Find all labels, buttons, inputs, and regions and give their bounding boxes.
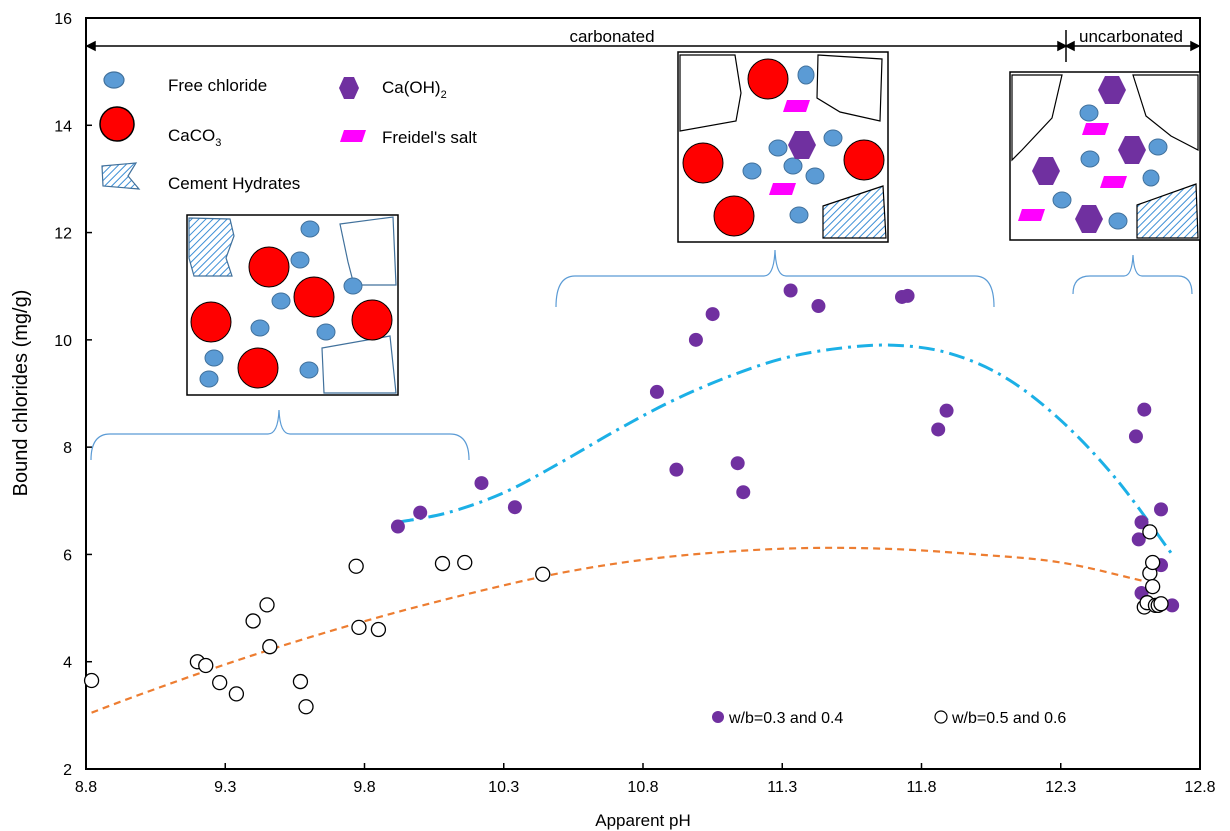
inset-carbonated bbox=[555, 51, 995, 308]
x-tick-label: 11.8 bbox=[907, 779, 937, 796]
series-legend: w/b=0.3 and 0.4 w/b=0.5 and 0.6 bbox=[712, 710, 1066, 727]
series-2-point bbox=[1142, 524, 1158, 540]
series-2-point bbox=[292, 673, 309, 690]
series-1-point bbox=[1154, 502, 1169, 517]
series-1-point bbox=[705, 307, 720, 322]
series-1-point bbox=[1134, 515, 1149, 530]
x-axis: 8.8 9.3 9.8 10.3 10.8 11.3 11.8 12.3 12.8 bbox=[75, 763, 1216, 796]
legend-label-series-1: w/b=0.3 and 0.4 bbox=[728, 710, 843, 727]
y-tick-label: 16 bbox=[54, 11, 72, 28]
series-2-point bbox=[348, 558, 364, 574]
free-chloride-legend-icon bbox=[103, 71, 125, 89]
x-tick-label: 12.3 bbox=[1045, 779, 1076, 796]
x-tick-label: 11.3 bbox=[767, 779, 797, 796]
cement-hydrates-legend-icon bbox=[101, 162, 141, 190]
series-2-point bbox=[83, 672, 100, 689]
trendlines bbox=[91, 343, 1174, 714]
series-1-point bbox=[900, 288, 915, 303]
data-points bbox=[83, 283, 1180, 715]
series-2-point bbox=[351, 619, 367, 636]
series-1-point bbox=[931, 422, 946, 437]
caco3-legend-label: CaCO3 bbox=[168, 126, 221, 149]
series-2-point bbox=[1153, 596, 1169, 612]
schematic-legend: Free chloride CaCO3 Cement Hydrates Ca(O… bbox=[99, 71, 477, 193]
friedels-salt-legend-icon bbox=[340, 130, 366, 142]
inset-low-ph bbox=[90, 214, 470, 461]
series-1-point bbox=[649, 384, 664, 399]
carbonated-label: carbonated bbox=[569, 27, 654, 46]
legend-label-series-2: w/b=0.5 and 0.6 bbox=[951, 710, 1066, 727]
series-1-point bbox=[1128, 429, 1143, 444]
series-2-point bbox=[457, 554, 473, 571]
series-1-point bbox=[736, 485, 751, 500]
series-1-point bbox=[688, 332, 703, 347]
x-tick-label: 10.3 bbox=[488, 779, 519, 796]
friedels-salt-legend-label: Freidel's salt bbox=[382, 128, 477, 147]
series-1-point bbox=[783, 283, 798, 298]
caoh2-legend-label: Ca(OH)2 bbox=[382, 78, 447, 101]
series-2-point bbox=[259, 597, 275, 613]
series-2-point bbox=[370, 621, 387, 638]
series-1-point bbox=[1137, 402, 1152, 417]
series-1-point bbox=[390, 519, 405, 534]
series-2-point bbox=[1145, 554, 1161, 571]
uncarbonated-label: uncarbonated bbox=[1079, 27, 1183, 46]
trendline-1 bbox=[397, 343, 1174, 556]
y-axis: 2 4 6 8 10 12 14 16 bbox=[54, 11, 92, 779]
series-1-point bbox=[730, 456, 745, 471]
uncarbonated-zone-arrow bbox=[1064, 40, 1201, 52]
series-2-point bbox=[228, 686, 245, 702]
series-2-point bbox=[212, 674, 228, 691]
series-1-point bbox=[939, 403, 954, 418]
y-tick-label: 6 bbox=[63, 547, 72, 564]
y-tick-label: 2 bbox=[63, 762, 72, 779]
y-axis-label: Bound chlorides (mg/g) bbox=[10, 290, 32, 497]
cement-hydrates-legend-label: Cement Hydrates bbox=[168, 174, 300, 193]
series-1-point bbox=[669, 462, 684, 477]
series-2-point bbox=[298, 699, 314, 715]
series-1-point bbox=[507, 500, 522, 515]
series-2-point bbox=[1145, 578, 1161, 595]
free-chloride-legend-label: Free chloride bbox=[168, 76, 267, 95]
series-2-point bbox=[262, 639, 278, 655]
legend-marker-series-2 bbox=[934, 710, 948, 724]
y-tick-label: 8 bbox=[63, 440, 72, 457]
y-tick-label: 10 bbox=[54, 333, 72, 350]
series-1-point bbox=[474, 476, 489, 491]
caoh2-legend-icon bbox=[339, 77, 359, 99]
series-1-point bbox=[413, 505, 428, 520]
series-2-point bbox=[245, 613, 261, 629]
x-tick-label: 12.8 bbox=[1184, 779, 1215, 796]
x-tick-label: 8.8 bbox=[75, 779, 97, 796]
inset-uncarbonated bbox=[1009, 71, 1201, 295]
series-2-point bbox=[535, 566, 551, 582]
x-tick-label: 10.8 bbox=[627, 779, 658, 796]
series-2-point bbox=[198, 657, 214, 674]
x-tick-label: 9.3 bbox=[214, 779, 236, 796]
trendline-2 bbox=[91, 546, 1145, 714]
y-tick-label: 4 bbox=[63, 655, 72, 672]
y-tick-label: 12 bbox=[54, 226, 72, 243]
y-tick-label: 14 bbox=[54, 118, 72, 135]
series-1-point bbox=[811, 299, 826, 314]
series-2-point bbox=[434, 555, 451, 572]
legend-marker-series-1 bbox=[712, 711, 724, 723]
x-axis-label: Apparent pH bbox=[595, 811, 690, 830]
x-tick-label: 9.8 bbox=[353, 779, 375, 796]
caco3-legend-icon bbox=[99, 106, 135, 142]
series-1-point bbox=[1131, 532, 1146, 547]
carbonated-zone-arrow bbox=[85, 40, 1068, 52]
series-1-point bbox=[1165, 598, 1180, 613]
